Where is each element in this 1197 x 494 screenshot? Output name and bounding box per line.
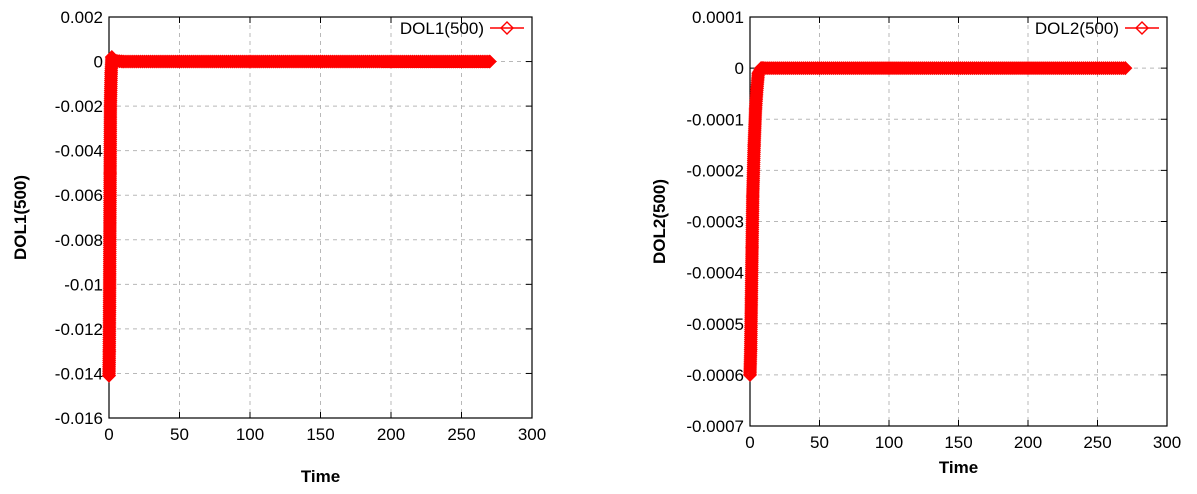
data-point xyxy=(102,232,117,247)
data-point xyxy=(482,54,497,69)
x-tick-label: 250 xyxy=(447,425,475,444)
data-point xyxy=(743,342,758,357)
data-point xyxy=(102,299,117,314)
x-tick-label: 100 xyxy=(875,433,903,452)
data-point xyxy=(454,54,469,69)
y-tick-label: 0 xyxy=(735,59,744,78)
y-tick-label: -0.016 xyxy=(55,409,103,428)
x-tick-label: 0 xyxy=(745,433,754,452)
x-tick-label: 150 xyxy=(306,425,334,444)
y-tick-label: -0.012 xyxy=(55,320,103,339)
y-tick-label: -0.0003 xyxy=(686,213,744,232)
x-tick-label: 250 xyxy=(1083,433,1111,452)
data-point xyxy=(1021,61,1035,76)
data-point xyxy=(1118,61,1133,76)
legend-label: DOL2(500) xyxy=(1035,19,1119,38)
data-point xyxy=(172,54,187,69)
data-point xyxy=(744,291,759,306)
data-point xyxy=(812,61,827,76)
y-tick-label: 0.002 xyxy=(60,8,103,27)
data-point xyxy=(1090,61,1105,76)
x-axis-title: Time xyxy=(301,467,340,486)
data-point xyxy=(951,61,966,76)
y-tick-label: 0.0001 xyxy=(692,8,744,27)
x-tick-label: 50 xyxy=(170,425,189,444)
y-tick-label: -0.004 xyxy=(55,142,103,161)
x-tick-label: 200 xyxy=(1014,433,1042,452)
data-point xyxy=(751,66,766,81)
x-tick-label: 50 xyxy=(810,433,829,452)
series-line xyxy=(108,54,490,376)
x-tick-label: 200 xyxy=(377,425,405,444)
chart-dol1: 0 50 100 150 200 250 300 -0.016 -0.014 -0.012 -0.0… xyxy=(11,8,546,486)
y-tick-label: -0.0006 xyxy=(686,366,744,385)
y-tick-label: -0.0004 xyxy=(686,264,744,283)
data-point xyxy=(104,65,119,80)
data-point xyxy=(756,61,771,76)
x-tick-label: 100 xyxy=(236,425,264,444)
y-tick-label: -0.01 xyxy=(64,275,103,294)
x-tick-label: 150 xyxy=(944,433,972,452)
legend-label: DOL1(500) xyxy=(400,19,484,38)
y-tick-label: -0.0002 xyxy=(686,161,744,180)
legend-marker xyxy=(1135,21,1149,35)
data-point xyxy=(103,165,118,180)
data-point xyxy=(102,344,117,359)
data-point xyxy=(102,368,116,383)
y-tick-label: -0.014 xyxy=(55,364,103,383)
y-tick-label: 0 xyxy=(94,53,103,72)
y-tick-label: -0.0007 xyxy=(686,417,744,436)
data-point xyxy=(745,240,760,255)
legend-marker xyxy=(500,21,514,35)
data-point xyxy=(384,54,398,69)
data-point xyxy=(243,54,257,69)
data-point xyxy=(103,99,118,114)
y-tick-label: -0.0001 xyxy=(686,110,744,129)
data-point xyxy=(745,188,760,203)
series-markers xyxy=(102,50,497,383)
x-tick-label: 0 xyxy=(104,425,113,444)
y-tick-label: -0.002 xyxy=(55,97,103,116)
y-tick-label: -0.006 xyxy=(55,186,103,205)
data-point xyxy=(748,102,763,117)
data-point xyxy=(882,61,896,76)
data-point xyxy=(106,52,121,67)
x-tick-label: 300 xyxy=(1153,433,1181,452)
y-tick-label: -0.0005 xyxy=(686,315,744,334)
data-point xyxy=(754,61,769,76)
x-axis-title: Time xyxy=(939,458,978,477)
y-axis-title: DOL1(500) xyxy=(11,175,30,260)
y-axis-title: DOL2(500) xyxy=(650,179,669,264)
x-tick-label: 300 xyxy=(518,425,546,444)
data-point xyxy=(743,367,757,382)
data-point xyxy=(116,54,131,69)
data-point xyxy=(747,137,762,152)
data-point xyxy=(313,54,328,69)
chart-dol2: 0 50 100 150 200 250 300 -0.0007 -0.0006 -0.0005 -… xyxy=(650,8,1181,477)
y-tick-label: -0.008 xyxy=(55,231,103,250)
data-point xyxy=(749,81,764,96)
